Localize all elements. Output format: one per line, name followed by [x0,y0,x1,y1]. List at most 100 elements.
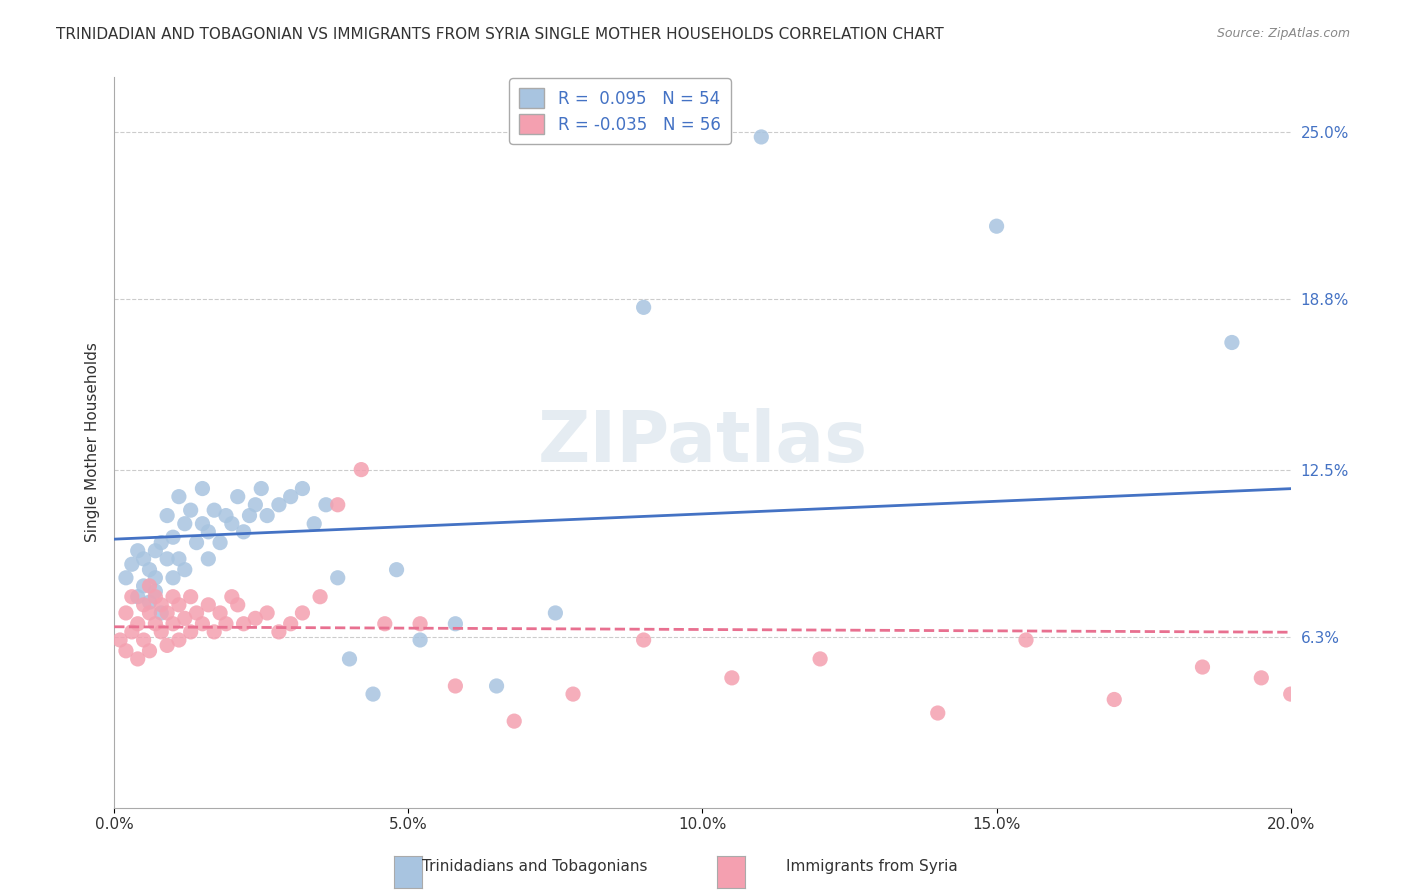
Point [232,524,254,539]
Point [191,482,214,496]
Point [245,498,267,512]
Point [138,606,160,620]
Point [749,130,772,145]
Point [145,584,167,599]
Point [127,616,149,631]
Point [485,679,508,693]
Point [150,598,173,612]
Point [167,490,190,504]
Point [162,530,184,544]
Point [326,498,349,512]
Point [361,687,384,701]
Point [121,590,143,604]
Point [409,616,432,631]
Point [173,516,195,531]
Point [221,590,243,604]
Point [145,590,167,604]
Point [245,611,267,625]
Point [1191,660,1213,674]
Point [150,624,173,639]
Point [309,590,332,604]
Point [209,535,232,549]
Point [162,571,184,585]
Point [280,490,302,504]
Point [162,590,184,604]
Point [132,579,155,593]
Point [339,652,361,666]
Point [291,606,314,620]
Point [808,652,831,666]
Legend: R =  0.095   N = 54, R = -0.035   N = 56: R = 0.095 N = 54, R = -0.035 N = 56 [509,78,731,144]
Point [115,606,138,620]
Point [562,687,585,701]
Point [167,632,190,647]
Point [385,563,408,577]
Point [209,606,232,620]
Point [1220,335,1243,350]
Point [127,590,149,604]
Point [132,632,155,647]
Point [1015,632,1038,647]
Point [226,490,249,504]
Point [1279,687,1302,701]
Point [127,543,149,558]
Point [173,611,195,625]
Point [226,598,249,612]
Text: Immigrants from Syria: Immigrants from Syria [786,859,957,874]
Point [215,508,238,523]
Point [197,524,219,539]
Point [127,652,149,666]
Point [167,552,190,566]
Point [302,516,325,531]
Point [156,508,179,523]
Point [221,516,243,531]
Point [374,616,396,631]
Point [350,462,373,476]
Point [186,535,208,549]
Text: Source: ZipAtlas.com: Source: ZipAtlas.com [1216,27,1350,40]
Point [162,616,184,631]
Point [197,552,219,566]
Point [267,498,290,512]
Point [633,301,655,315]
Point [256,606,278,620]
Point [238,508,260,523]
Point [186,606,208,620]
Point [145,543,167,558]
Point [232,616,254,631]
Point [115,571,138,585]
Point [315,498,337,512]
Point [202,624,225,639]
Point [115,644,138,658]
Point [291,482,314,496]
Point [503,714,526,728]
Y-axis label: Single Mother Households: Single Mother Households [86,343,100,542]
Text: TRINIDADIAN AND TOBAGONIAN VS IMMIGRANTS FROM SYRIA SINGLE MOTHER HOUSEHOLDS COR: TRINIDADIAN AND TOBAGONIAN VS IMMIGRANTS… [56,27,943,42]
Point [326,571,349,585]
Point [156,552,179,566]
Point [138,579,160,593]
Point [150,606,173,620]
Point [202,503,225,517]
Point [108,632,131,647]
Point [267,624,290,639]
Point [544,606,567,620]
Point [180,503,202,517]
Point [444,679,467,693]
Point [256,508,278,523]
Point [1250,671,1272,685]
Point [1102,692,1125,706]
Point [132,552,155,566]
Point [145,571,167,585]
Point [444,616,467,631]
Point [138,644,160,658]
Point [280,616,302,631]
Point [191,616,214,631]
Point [191,516,214,531]
Point [132,598,155,612]
Point [180,590,202,604]
Point [156,606,179,620]
Point [145,616,167,631]
Point [409,632,432,647]
Point [927,706,949,720]
